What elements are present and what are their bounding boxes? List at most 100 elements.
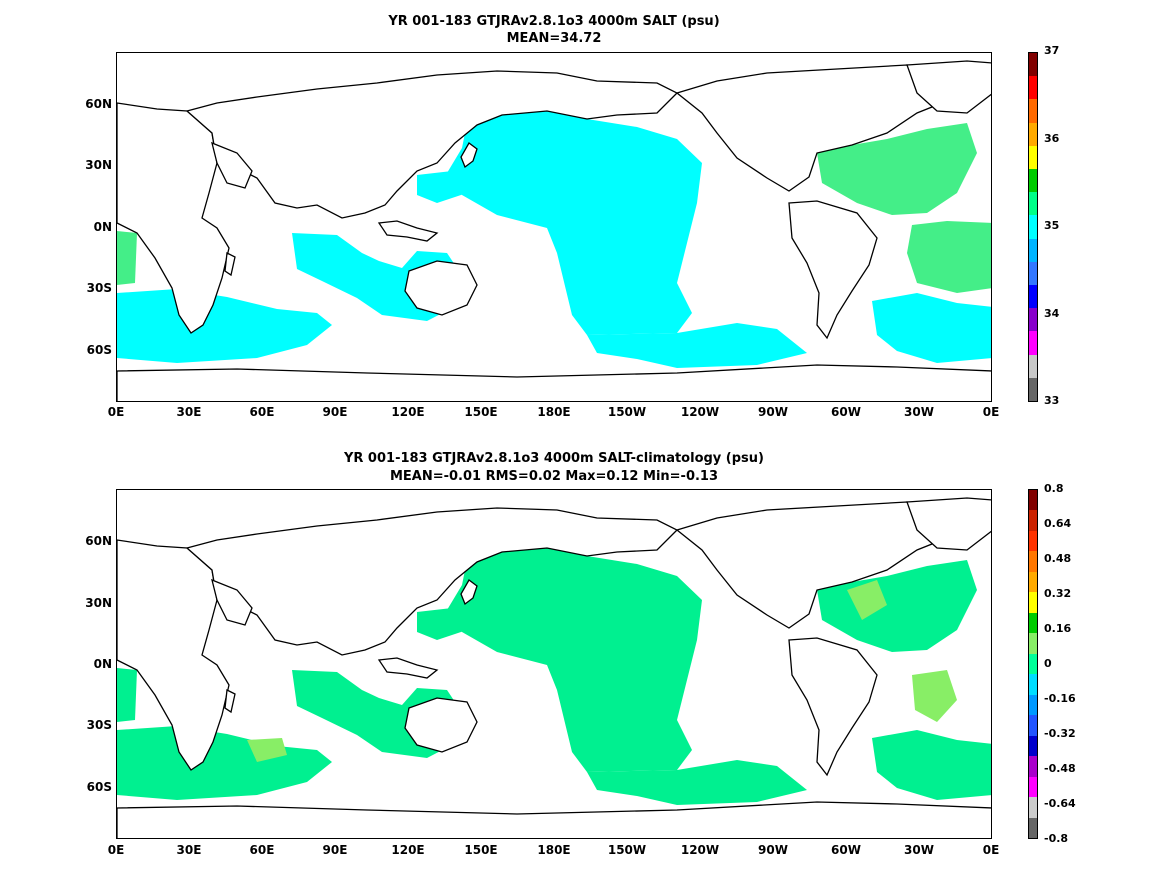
colorbar-segment xyxy=(1029,571,1037,593)
colorbar-segment xyxy=(1029,612,1037,634)
colorbar-segment xyxy=(1029,735,1037,757)
x-label-120e: 120E xyxy=(391,405,425,419)
colorbar xyxy=(1028,489,1038,839)
colorbar-segment xyxy=(1029,99,1037,124)
y-label-60n: 60N xyxy=(85,534,112,548)
colorbar-label-36: 36 xyxy=(1044,132,1060,145)
colorbar-segment xyxy=(1029,122,1037,147)
fill-west-pacific xyxy=(417,171,467,203)
fill-east-africa-coast xyxy=(117,231,137,285)
map-svg xyxy=(117,497,991,838)
colorbar-segment xyxy=(1029,377,1037,402)
colorbar-segment xyxy=(1029,169,1037,193)
colorbar-label-34: 34 xyxy=(1044,307,1060,320)
fill-south-pacific xyxy=(587,323,807,368)
x-label-30w: 30W xyxy=(904,405,934,419)
x-label-180e: 180E xyxy=(537,843,571,857)
panel-title-line2: MEAN=-0.01 RMS=0.02 Max=0.12 Min=-0.13 xyxy=(389,469,719,484)
colorbar-segment xyxy=(1029,145,1037,170)
colorbar-label-33: 33 xyxy=(1044,394,1060,407)
x-label-0e-end: 0E xyxy=(982,405,1000,419)
map-plot-area xyxy=(116,489,992,839)
fill-equatorial-atlantic xyxy=(907,221,991,293)
colorbar-segment xyxy=(1029,551,1037,573)
x-label-150e: 150E xyxy=(464,843,498,857)
x-label-150w: 150W xyxy=(607,405,647,419)
australia-land xyxy=(404,260,478,316)
panel-title-line1: YR 001-183 GTJRAv2.8.1o3 4000m SALT (psu… xyxy=(388,14,720,29)
x-label-90w: 90W xyxy=(758,405,788,419)
antarctica-land xyxy=(117,801,991,838)
y-label-60s: 60S xyxy=(86,343,112,357)
colorbar-segment xyxy=(1029,192,1037,216)
greenland-land xyxy=(906,497,991,551)
eurasia-land xyxy=(185,507,679,656)
colorbar-segment xyxy=(1029,261,1037,286)
colorbar-segment xyxy=(1029,354,1037,379)
y-label-60n: 60N xyxy=(85,97,112,111)
colorbar-label-35: 35 xyxy=(1044,219,1060,232)
x-label-150e: 150E xyxy=(464,405,498,419)
eurasia-land xyxy=(185,70,679,219)
x-label-30e: 30E xyxy=(176,405,202,419)
panel-title-line2: MEAN=34.72 xyxy=(506,31,602,46)
x-label-60e: 60E xyxy=(249,405,275,419)
x-label-150w: 150W xyxy=(607,843,647,857)
x-label-60w: 60W xyxy=(831,843,861,857)
colorbar-segment xyxy=(1029,285,1037,309)
x-label-30e: 30E xyxy=(176,843,202,857)
x-label-120w: 120W xyxy=(680,405,720,419)
australia-land xyxy=(404,697,478,753)
arabia-land xyxy=(211,578,253,626)
x-label-30w: 30W xyxy=(904,843,934,857)
fill-southern-indian xyxy=(117,289,332,363)
fill-west-pacific xyxy=(417,608,467,640)
colorbar-label-0.48: 0.48 xyxy=(1044,552,1072,565)
fill-south-atlantic xyxy=(872,730,991,800)
colorbar-segment xyxy=(1029,592,1037,614)
map-plot-area xyxy=(116,52,992,402)
colorbar-segment xyxy=(1029,715,1037,737)
x-label-180e: 180E xyxy=(537,405,571,419)
fill-east-africa-coast xyxy=(117,668,137,722)
colorbar-segment xyxy=(1029,530,1037,552)
x-label-120w: 120W xyxy=(680,843,720,857)
y-label-0n: 0N xyxy=(93,220,112,234)
fill-south-pacific xyxy=(587,760,807,805)
colorbar-segment xyxy=(1029,76,1037,100)
x-label-60e: 60E xyxy=(249,843,275,857)
fill-north-pacific xyxy=(447,111,702,335)
colorbar-label-0.32: 0.32 xyxy=(1044,587,1072,600)
y-label-30n: 30N xyxy=(85,158,112,172)
y-label-0n: 0N xyxy=(93,657,112,671)
map-svg xyxy=(117,60,991,401)
y-label-30s: 30S xyxy=(86,281,112,295)
madagascar-land xyxy=(224,689,236,714)
colorbar-label-neg-0.64: -0.64 xyxy=(1044,797,1076,810)
x-label-90e: 90E xyxy=(322,405,348,419)
fill-north-atlantic xyxy=(817,560,977,652)
colorbar-segment xyxy=(1029,510,1037,532)
indonesia-land xyxy=(377,220,439,242)
colorbar-segment xyxy=(1029,694,1037,716)
land-masses xyxy=(117,60,991,401)
north-america-land xyxy=(675,64,978,192)
y-label-30n: 30N xyxy=(85,596,112,610)
colorbar-label-0.8: 0.8 xyxy=(1044,482,1064,495)
colorbar-segment xyxy=(1029,756,1037,778)
madagascar-land xyxy=(224,252,236,277)
colorbar-segment xyxy=(1029,215,1037,240)
x-label-90w: 90W xyxy=(758,843,788,857)
panel-title-line1: YR 001-183 GTJRAv2.8.1o3 4000m SALT-clim… xyxy=(343,451,764,466)
colorbar-segment xyxy=(1029,817,1037,839)
fill-atlantic-patch xyxy=(912,670,957,722)
colorbar-segment xyxy=(1029,776,1037,798)
colorbar-segment xyxy=(1029,238,1037,263)
antarctica-land xyxy=(117,364,991,401)
x-label-90e: 90E xyxy=(322,843,348,857)
colorbar-segment xyxy=(1029,331,1037,356)
colorbar-segment xyxy=(1029,633,1037,655)
anomaly-field xyxy=(117,548,991,805)
south-america-land xyxy=(788,637,878,777)
x-label-0e: 0E xyxy=(107,405,125,419)
